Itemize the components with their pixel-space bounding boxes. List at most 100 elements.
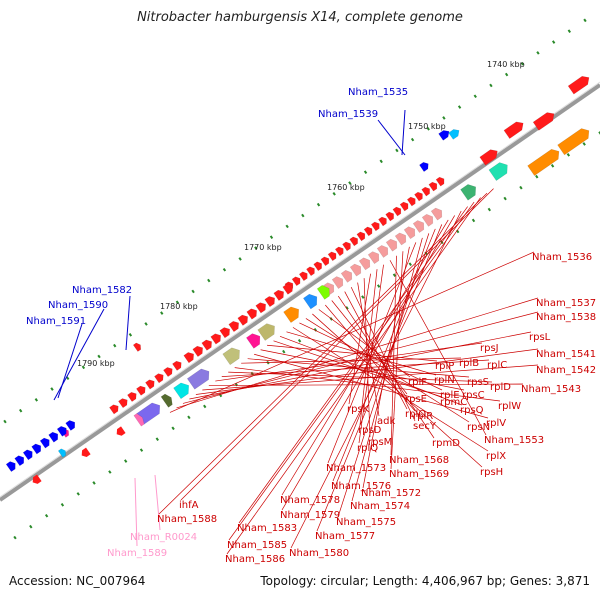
gene-arrow-shape [118, 398, 128, 409]
lower-tick [503, 196, 507, 201]
gene-arrow-shape [298, 271, 308, 282]
lower-tick [361, 295, 365, 299]
gene-arrow [136, 385, 146, 396]
upper-tick [551, 40, 556, 44]
gene-label: Nham_1535 [348, 87, 408, 98]
lower-tick [44, 513, 49, 518]
gene-arrow [367, 251, 380, 265]
gene-arrow [370, 221, 380, 232]
label-leader [401, 109, 406, 156]
gene-arrow [31, 443, 42, 455]
upper-tick [269, 235, 274, 240]
upper-tick [332, 192, 336, 196]
gene-arrow [14, 455, 25, 467]
gene-arrow-shape [356, 231, 366, 242]
gene-arrow [264, 296, 275, 308]
gene-label: Nham_1572 [361, 488, 421, 499]
gene-arrow-shape [183, 352, 194, 364]
gene-arrow-shape [133, 413, 145, 427]
upper-tick [3, 419, 7, 424]
gene-arrow-shape [503, 121, 524, 139]
gene-arrow [320, 256, 330, 267]
gene-arrow-shape [14, 455, 25, 467]
upper-tick [442, 116, 446, 120]
lower-tick [76, 492, 80, 496]
gene-arrow [358, 257, 371, 271]
gene-arrow-shape [406, 196, 416, 207]
gene-arrow-shape [419, 162, 429, 172]
gene-label: rplW [498, 401, 521, 412]
gene-label: rplE [440, 390, 460, 401]
gene-arrow-shape [57, 448, 67, 458]
kbp-label: 1740 kbp [487, 60, 525, 69]
lower-tick [408, 262, 412, 267]
gene-arrow [283, 306, 300, 324]
gene-arrow-shape [435, 176, 445, 187]
lower-tick [155, 437, 159, 441]
gene-arrow [222, 347, 240, 366]
gene-arrow-shape [172, 360, 182, 371]
label-leader [158, 192, 488, 515]
gene-arrow [349, 236, 358, 247]
label-leader [238, 206, 468, 524]
lower-tick [424, 251, 428, 256]
gene-arrow [403, 226, 416, 240]
gene-arrow [282, 283, 293, 295]
gene-label: Nham_1579 [280, 510, 340, 521]
gene-label: Nham_1590 [48, 300, 108, 311]
gene-label: rpsK [347, 404, 370, 415]
gene-arrow [81, 447, 91, 457]
upper-tick [34, 398, 39, 402]
gene-arrow [306, 266, 315, 277]
upper-tick [301, 213, 305, 218]
gene-label: rplR [413, 411, 433, 422]
gene-arrow [57, 448, 67, 458]
gene-arrow [291, 276, 301, 287]
gene-label: Nham_1582 [72, 285, 132, 296]
gene-arrow-shape [173, 382, 190, 400]
gene-label: Nham_1575 [336, 517, 396, 528]
gene-label: Nham_1568 [389, 455, 449, 466]
gene-arrow [255, 302, 266, 314]
gene-label: Nham_1542 [536, 365, 596, 376]
lower-tick [376, 284, 381, 288]
gene-arrow [132, 342, 142, 352]
lower-tick [171, 426, 175, 431]
gene-arrow-shape [201, 339, 212, 351]
gene-label: Nham_1576 [331, 481, 391, 492]
gene-arrow-shape [334, 246, 344, 257]
gene-arrow-shape [349, 236, 358, 247]
gene-arrow [334, 246, 344, 257]
gene-label: Nham_1586 [225, 554, 285, 565]
lower-tick [203, 404, 207, 409]
gene-arrow [22, 449, 33, 461]
upper-tick [410, 137, 415, 142]
lower-tick [392, 273, 397, 277]
gene-label: rpmD [432, 438, 460, 449]
label-leader [377, 119, 406, 156]
gene-arrow-shape [192, 345, 203, 357]
lower-tick [123, 459, 128, 463]
upper-tick [473, 94, 477, 99]
kbp-label: 1750 kbp [408, 122, 446, 131]
gene-arrow [488, 162, 508, 181]
gene-arrow-shape [257, 323, 275, 341]
gene-label: Nham_1538 [536, 312, 596, 323]
gene-arrow [356, 231, 366, 242]
upper-tick [113, 343, 117, 348]
gene-label: Nham_1537 [536, 298, 596, 309]
gene-label: Nham_1569 [389, 469, 449, 480]
gene-label: rpsJ [480, 343, 499, 354]
gene-arrow-shape [342, 241, 351, 252]
gene-arrow-shape [392, 206, 402, 217]
gene-arrow [435, 176, 445, 187]
gene-label: rplP [435, 361, 454, 372]
gene-arrow [298, 271, 308, 282]
label-leader [228, 201, 475, 541]
gene-label: rplF [408, 377, 427, 388]
gene-arrow-shape [557, 128, 590, 156]
gene-label: rpsE [405, 394, 427, 405]
label-leader [260, 349, 465, 391]
lower-tick [550, 163, 555, 168]
gene-arrow [414, 191, 423, 202]
